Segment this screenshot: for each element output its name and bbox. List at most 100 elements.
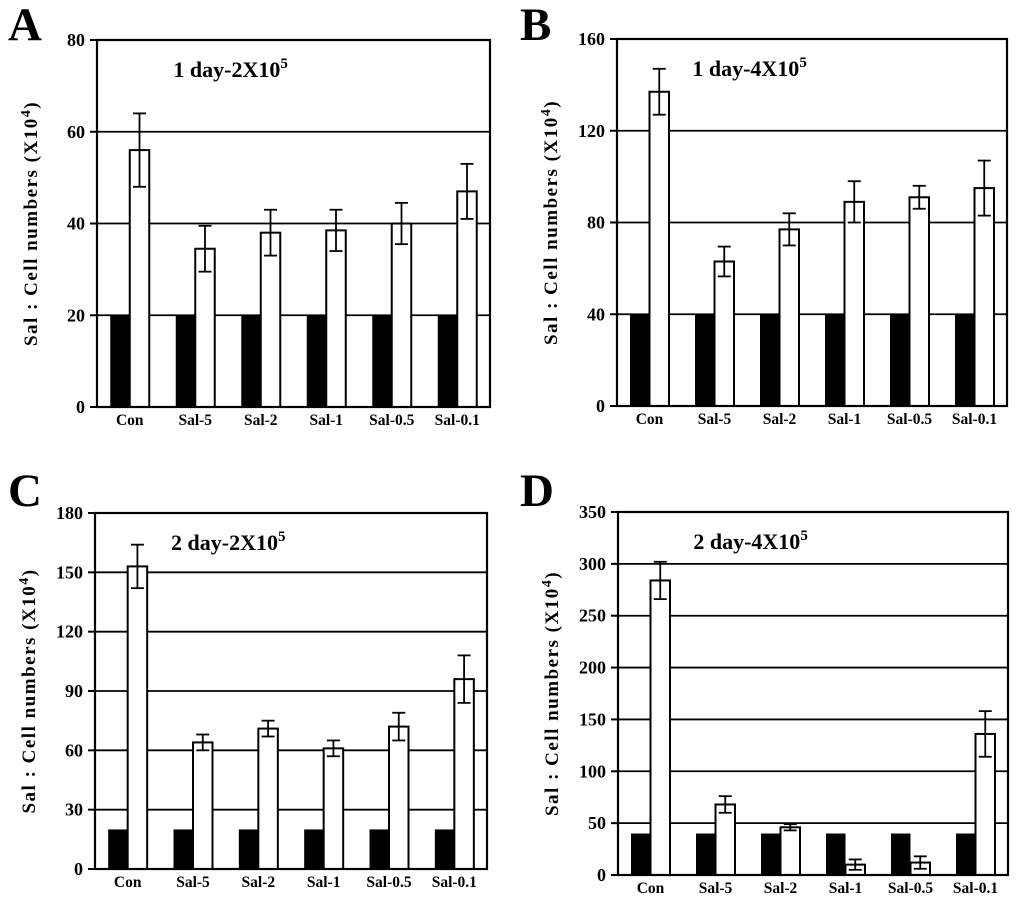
y-tick-label: 200: [579, 658, 606, 678]
y-axis-label: Sal : Cell numbers (X104): [17, 568, 40, 813]
bar-white-Sal-0.5: [388, 725, 410, 870]
bar-black-Sal-0.1: [434, 829, 455, 869]
x-category-label: Sal-0.1: [953, 880, 998, 897]
x-category-label: Con: [114, 874, 142, 891]
y-tick-label: 90: [65, 681, 83, 701]
panel-c: C Con Sal-5 Sal-2 Sal-1 Sal-0.5 Sal-0.1 0 30 60 9…: [0, 454, 512, 908]
bar-black-Con: [108, 829, 128, 869]
y-tick-label: 50: [588, 813, 606, 833]
y-axis-label: Sal : Cell numbers (X104): [539, 100, 562, 345]
bar-white-Sal-2: [779, 826, 801, 877]
x-category-label: Sal-2: [242, 874, 276, 891]
x-category-label: Sal-0.1: [435, 412, 480, 429]
y-tick-label: 120: [56, 622, 83, 642]
chart-title: 2 day-4X105: [693, 528, 807, 554]
bar-black-Sal-0.5: [890, 314, 910, 406]
panel-letter-c: C: [8, 465, 42, 517]
bar-black-Sal-2: [241, 315, 261, 407]
x-category-label: Con: [636, 411, 664, 428]
bar-white-Sal-2: [259, 231, 282, 408]
panel-letter-a: A: [8, 0, 42, 51]
x-category-label: Sal-0.5: [887, 411, 932, 428]
bar-white-Sal-0.1: [453, 678, 475, 870]
bar-white-Sal-0.5: [908, 196, 930, 407]
bar-black-Sal-2: [760, 314, 780, 406]
bar-white-Sal-1: [322, 747, 345, 871]
y-axis-label: Sal : Cell numbers (X104): [19, 101, 42, 346]
x-category-label: Sal-1: [307, 874, 341, 891]
bar-white-Sal-0.1: [456, 190, 478, 408]
x-category-label: Sal-0.1: [432, 874, 477, 891]
bar-black-Sal-1: [304, 829, 324, 869]
y-tick-label: 150: [56, 562, 83, 582]
bar-black-Con: [631, 833, 651, 875]
bar-black-Con: [630, 314, 650, 406]
x-category-label: Sal-5: [176, 874, 210, 891]
bar-black-Sal-1: [306, 315, 327, 407]
chart-title: 1 day-4X105: [692, 55, 806, 81]
plot-frame: [616, 510, 1010, 877]
bar-black-Sal-1: [825, 314, 845, 406]
bar-black-Sal-1: [826, 833, 846, 875]
y-tick-label: 60: [67, 122, 85, 142]
x-category-label: Sal-2: [764, 880, 798, 897]
y-tick-label: 150: [579, 709, 606, 729]
x-category-label: Sal-0.1: [952, 411, 997, 428]
y-tick-label: 20: [67, 305, 85, 325]
x-category-label: Con: [116, 412, 144, 429]
bar-black-Sal-2: [238, 829, 259, 869]
y-tick-label: 180: [56, 503, 83, 523]
bar-black-Sal-5: [696, 833, 716, 875]
bar-black-Sal-0.1: [955, 314, 975, 406]
x-category-label: Sal-1: [829, 880, 863, 897]
bar-black-Sal-0.5: [369, 829, 389, 869]
bar-black-Sal-5: [695, 314, 715, 406]
y-tick-label: 40: [587, 304, 605, 324]
bar-black-Sal-0.5: [372, 315, 392, 407]
x-category-label: Sal-0.5: [369, 412, 414, 429]
bar-chart-a: Con Sal-5 Sal-2 Sal-1 Sal-0.5 Sal-0.1 0 20 40 60 8…: [19, 30, 492, 429]
y-tick-label: 0: [76, 397, 85, 417]
x-category-label: Sal-2: [244, 412, 278, 429]
panel-letter-b: B: [520, 0, 552, 51]
bar-white-Con: [128, 149, 151, 408]
bar-white-Con: [649, 579, 671, 877]
bar-white-Sal-0.1: [973, 187, 995, 407]
bar-black-Sal-2: [761, 833, 781, 875]
y-tick-label: 250: [579, 606, 606, 626]
bar-white-Sal-1: [843, 200, 865, 407]
bar-chart-c: Con Sal-5 Sal-2 Sal-1 Sal-0.5 Sal-0.1 0 30 60 90 1…: [17, 503, 489, 891]
x-category-label: Sal-2: [763, 411, 797, 428]
bar-white-Sal-0.5: [390, 222, 413, 408]
bar-black-Sal-5: [175, 315, 196, 407]
bar-white-Sal-2: [778, 228, 800, 407]
panel-d: D Con Sal-5 Sal-2 Sal-1 Sal-0.5 Sal-0.1 0 50 100…: [512, 454, 1024, 908]
y-tick-label: 300: [579, 554, 606, 574]
panel-b: B Con Sal-5 Sal-2 Sal-1 Sal-0.5 Sal-0.1 0 40 80 1…: [512, 0, 1024, 454]
bar-white-Sal-5: [713, 260, 735, 407]
y-tick-label: 160: [578, 29, 605, 49]
x-category-label: Sal-5: [699, 880, 733, 897]
chart-title: 1 day-2X105: [173, 56, 287, 82]
bar-black-Sal-0.1: [437, 315, 458, 407]
bar-white-Con: [126, 565, 149, 871]
bar-white-Sal-5: [714, 803, 736, 876]
chart-title: 2 day-2X105: [171, 529, 285, 555]
bar-white-Sal-2: [257, 727, 279, 871]
y-tick-label: 100: [579, 761, 606, 781]
bar-white-Con: [648, 90, 670, 407]
bar-chart-b: Con Sal-5 Sal-2 Sal-1 Sal-0.5 Sal-0.1 0 40 80 120…: [539, 29, 1009, 428]
bar-black-Sal-0.1: [956, 833, 976, 875]
bar-white-Sal-1: [325, 229, 347, 408]
bar-black-Sal-0.5: [891, 833, 911, 875]
y-tick-label: 0: [597, 865, 606, 885]
x-category-label: Con: [637, 880, 665, 897]
y-tick-label: 350: [579, 502, 606, 522]
y-tick-label: 120: [578, 121, 605, 141]
bar-black-Sal-5: [173, 829, 193, 869]
bar-white-Sal-5: [192, 741, 214, 870]
y-tick-label: 60: [65, 740, 83, 760]
y-tick-label: 80: [67, 30, 85, 50]
x-category-label: Sal-0.5: [366, 874, 411, 891]
